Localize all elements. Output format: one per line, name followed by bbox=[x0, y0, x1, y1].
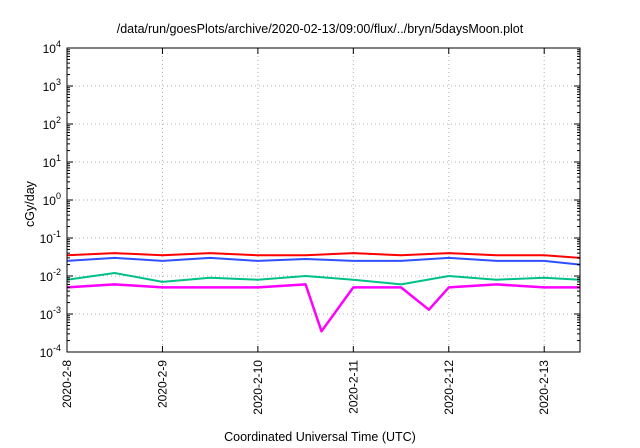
y-tick-label: 10-2 bbox=[40, 267, 61, 284]
x-tick-label: 2020-2-10 bbox=[251, 360, 265, 415]
y-tick-label: 10-4 bbox=[40, 343, 61, 360]
y-tick-label: 101 bbox=[43, 153, 61, 170]
x-tick-label: 2020-2-13 bbox=[537, 360, 551, 415]
y-tick-label: 103 bbox=[43, 77, 61, 94]
axis-ticks: 10-4 10-3 10-2 10-1 100 101 102 103 104 2020-2-8 2… bbox=[40, 39, 580, 415]
x-tick-label: 2020-2-9 bbox=[155, 360, 169, 408]
y-tick-label: 10-1 bbox=[40, 229, 61, 246]
y-tick-label: 100 bbox=[43, 191, 61, 208]
series-line-1 bbox=[66, 252, 581, 259]
series-lines bbox=[66, 252, 581, 333]
y-tick-label: 10-3 bbox=[40, 305, 61, 322]
series-line-2 bbox=[66, 272, 581, 286]
x-tick-label: 2020-2-11 bbox=[346, 360, 360, 414]
grid bbox=[67, 48, 580, 352]
x-tick-label: 2020-2-8 bbox=[60, 360, 74, 408]
y-tick-label: 102 bbox=[43, 115, 61, 132]
series-line-3 bbox=[66, 256, 581, 266]
chart-title: /data/run/goesPlots/archive/2020-02-13/0… bbox=[116, 22, 524, 36]
y-tick-label: 104 bbox=[43, 39, 61, 56]
x-axis-label: Coordinated Universal Time (UTC) bbox=[224, 430, 416, 444]
x-tick-label: 2020-2-12 bbox=[442, 360, 456, 415]
series-line-4 bbox=[66, 283, 580, 333]
